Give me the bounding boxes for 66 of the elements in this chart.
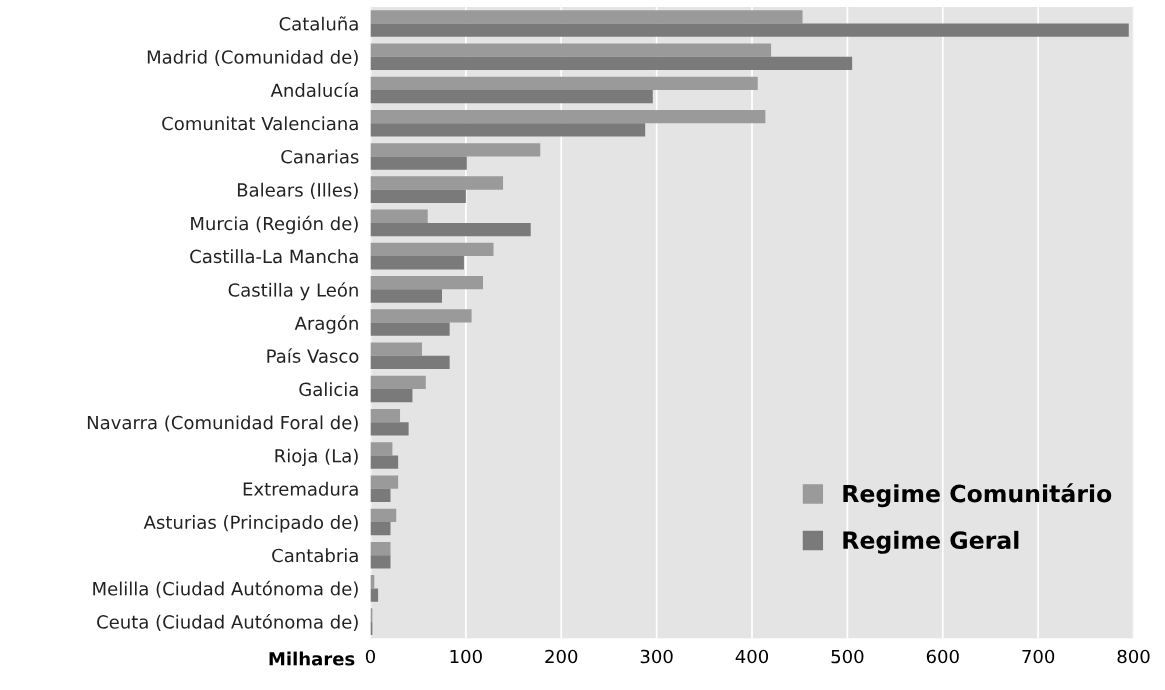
y-tick-label: Asturias (Principado de) — [143, 515, 358, 533]
bar — [370, 588, 379, 602]
bar — [370, 23, 1129, 37]
bar — [370, 109, 766, 124]
bar — [370, 43, 772, 57]
bar — [370, 276, 484, 290]
bar — [370, 488, 391, 503]
y-tick-label: País Vasco — [267, 348, 359, 363]
y-tick-label: Madrid (Comunidad de) — [147, 49, 358, 66]
bar — [370, 342, 422, 356]
bar — [370, 508, 397, 522]
bar — [370, 375, 426, 390]
bar — [370, 475, 399, 489]
bar — [370, 521, 391, 536]
x-tick-label: 300 — [640, 649, 673, 664]
bar — [370, 309, 472, 323]
x-tick-label: 600 — [926, 649, 959, 664]
x-axis-title: Milhares — [269, 651, 355, 666]
x-tick-label: 0 — [365, 649, 376, 664]
bar — [370, 222, 531, 237]
y-tick-label: Extremadura — [243, 481, 358, 496]
x-tick-label: 700 — [1022, 649, 1055, 664]
x-tick-label: 200 — [545, 649, 578, 664]
bar — [370, 76, 758, 90]
legend-label: Regime Comunitário — [843, 483, 1112, 508]
y-tick-label: Cantabria — [272, 548, 358, 563]
y-tick-label: Rioja (La) — [275, 448, 358, 467]
y-tick-label: Aragón — [294, 315, 358, 334]
y-tick-label: Melilla (Ciudad Autónoma de) — [93, 580, 358, 598]
bar — [370, 123, 646, 137]
y-tick-label: Ceuta (Ciudad Autónoma de) — [97, 614, 358, 631]
bar — [370, 389, 413, 403]
y-tick-label: Castilla y León — [228, 282, 358, 301]
bar — [370, 541, 391, 556]
legend-label: Regime Geral — [843, 530, 1019, 554]
bar — [370, 455, 399, 469]
y-tick-label: Canarias — [281, 149, 359, 164]
y-tick-label: Castilla-La Mancha — [190, 249, 358, 264]
x-tick-label: 100 — [450, 649, 482, 664]
y-tick-label: Murcia (Región de) — [191, 215, 358, 234]
bar — [370, 289, 443, 303]
bar — [370, 143, 541, 157]
bar — [370, 555, 391, 569]
bar — [370, 242, 494, 257]
bar — [370, 322, 450, 336]
y-tick-label: Andalucía — [270, 82, 358, 98]
y-tick-label: Comunitat Valenciana — [162, 116, 358, 131]
y-tick-label: Balears (Illes) — [237, 182, 358, 199]
x-tick-label: 800 — [1117, 649, 1150, 664]
bar — [370, 56, 853, 71]
bar — [370, 209, 428, 223]
bar — [370, 89, 653, 104]
bar — [370, 408, 401, 423]
x-tick-label: 400 — [735, 649, 769, 664]
y-tick-label: Navarra (Comunidad Foral de) — [87, 415, 358, 432]
bar — [370, 422, 409, 436]
y-tick-label: Cataluña — [279, 16, 358, 31]
y-tick-label: Galicia — [299, 382, 358, 397]
bar — [370, 355, 450, 370]
bar — [370, 156, 467, 170]
bar — [370, 442, 393, 456]
bar — [370, 189, 466, 203]
bar — [370, 10, 803, 24]
bar — [370, 256, 464, 270]
bar — [370, 176, 504, 190]
x-tick-label: 500 — [831, 649, 864, 664]
